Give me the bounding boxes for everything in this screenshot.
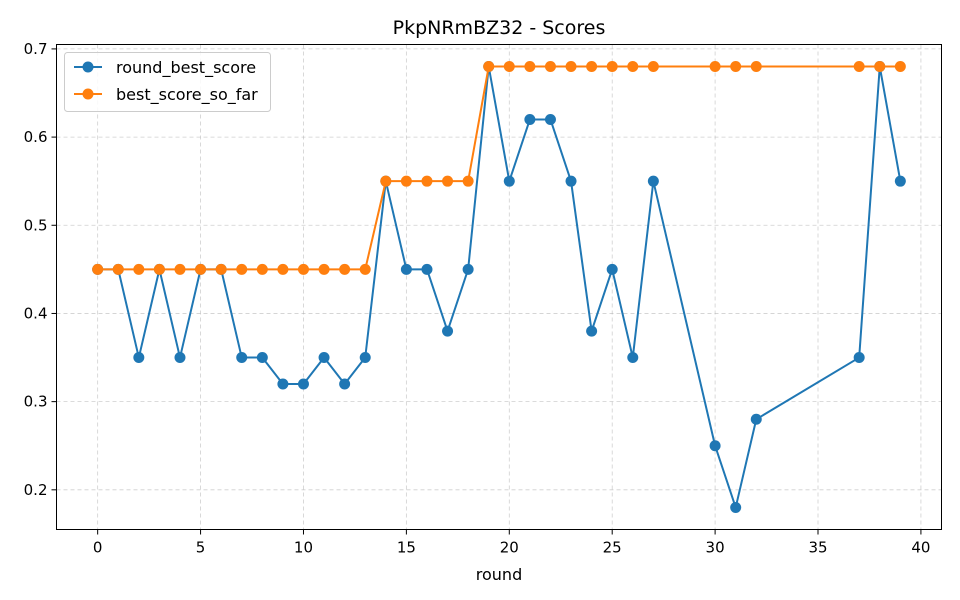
data-point-round-best-score	[544, 113, 556, 125]
grid	[56, 44, 942, 530]
data-point-best-score-so-far	[112, 263, 124, 275]
data-point-best-score-so-far	[421, 175, 433, 187]
x-tick-label: 10	[294, 539, 313, 557]
data-point-best-score-so-far	[503, 61, 515, 73]
data-point-round-best-score	[277, 378, 289, 390]
data-point-best-score-so-far	[483, 61, 495, 73]
y-axis: 0.2 0.3 0.4 0.5 0.6 0.7	[24, 40, 57, 499]
data-point-round-best-score	[297, 378, 309, 390]
data-point-best-score-so-far	[215, 263, 227, 275]
data-point-best-score-so-far	[442, 175, 454, 187]
data-point-best-score-so-far	[236, 263, 248, 275]
x-tick-label: 35	[808, 539, 827, 557]
data-point-round-best-score	[318, 352, 330, 364]
data-point-best-score-so-far	[359, 263, 371, 275]
data-point-round-best-score	[565, 175, 577, 187]
data-point-best-score-so-far	[195, 263, 207, 275]
y-tick-label: 0.5	[24, 216, 48, 234]
series-round-best-score	[92, 61, 906, 513]
legend-label-best-score-so-far: best_score_so_far	[116, 85, 258, 105]
data-point-round-best-score	[359, 352, 371, 364]
data-point-round-best-score	[339, 378, 351, 390]
x-tick-label: 30	[706, 539, 725, 557]
data-point-round-best-score	[174, 352, 186, 364]
data-point-best-score-so-far	[92, 263, 104, 275]
x-axis: 0 5 10 15 20 25 30 35 40	[93, 529, 930, 557]
y-tick-label: 0.7	[24, 40, 48, 58]
data-point-round-best-score	[256, 352, 268, 364]
data-point-best-score-so-far	[339, 263, 351, 275]
y-tick-label: 0.3	[24, 393, 48, 411]
data-point-best-score-so-far	[894, 61, 906, 73]
data-point-round-best-score	[442, 325, 454, 337]
chart-title: PkpNRmBZ32 - Scores	[393, 17, 606, 39]
legend-box	[64, 52, 271, 112]
data-point-round-best-score	[586, 325, 598, 337]
data-point-round-best-score	[503, 175, 515, 187]
data-point-round-best-score	[709, 440, 721, 452]
data-point-best-score-so-far	[256, 263, 268, 275]
data-point-best-score-so-far	[606, 61, 618, 73]
x-tick-label: 0	[93, 539, 103, 557]
x-tick-label: 15	[397, 539, 416, 557]
y-tick-label: 0.2	[24, 481, 48, 499]
series-best-score-so-far	[92, 61, 906, 275]
data-point-best-score-so-far	[380, 175, 392, 187]
data-point-best-score-so-far	[544, 61, 556, 73]
data-point-best-score-so-far	[174, 263, 186, 275]
data-point-best-score-so-far	[462, 175, 474, 187]
data-point-round-best-score	[236, 352, 248, 364]
data-point-round-best-score	[524, 113, 536, 125]
plot-frame	[56, 44, 942, 530]
legend-marker-round-best-score	[82, 61, 94, 73]
data-point-best-score-so-far	[586, 61, 598, 73]
x-tick-label: 5	[196, 539, 206, 557]
x-axis-title: round	[476, 565, 522, 584]
series-line-best-score-so-far	[97, 65, 901, 271]
data-point-round-best-score	[400, 263, 412, 275]
data-point-best-score-so-far	[153, 263, 165, 275]
data-point-best-score-so-far	[133, 263, 145, 275]
legend-label-round-best-score: round_best_score	[116, 58, 256, 78]
data-point-round-best-score	[853, 352, 865, 364]
data-point-round-best-score	[606, 263, 618, 275]
data-point-round-best-score	[421, 263, 433, 275]
data-point-round-best-score	[894, 175, 906, 187]
y-tick-label: 0.6	[24, 128, 48, 146]
x-tick-label: 25	[603, 539, 622, 557]
data-point-best-score-so-far	[627, 61, 639, 73]
data-point-best-score-so-far	[565, 61, 577, 73]
data-point-best-score-so-far	[318, 263, 330, 275]
data-point-best-score-so-far	[297, 263, 309, 275]
x-tick-label: 20	[500, 539, 519, 557]
y-tick-label: 0.4	[24, 304, 48, 322]
data-point-round-best-score	[133, 352, 145, 364]
data-point-best-score-so-far	[730, 61, 742, 73]
data-point-best-score-so-far	[750, 61, 762, 73]
data-point-best-score-so-far	[853, 61, 865, 73]
data-point-round-best-score	[462, 263, 474, 275]
data-point-best-score-so-far	[709, 61, 721, 73]
data-point-round-best-score	[730, 501, 742, 513]
x-tick-label: 40	[911, 539, 930, 557]
data-point-best-score-so-far	[647, 61, 659, 73]
legend-marker-best-score-so-far	[82, 88, 94, 100]
legend: round_best_score best_score_so_far	[64, 52, 271, 112]
series-layer	[92, 61, 906, 513]
data-point-round-best-score	[627, 352, 639, 364]
data-point-round-best-score	[750, 413, 762, 425]
data-point-best-score-so-far	[874, 61, 886, 73]
data-point-best-score-so-far	[400, 175, 412, 187]
data-point-best-score-so-far	[277, 263, 289, 275]
data-point-round-best-score	[647, 175, 659, 187]
series-line-round-best-score	[97, 65, 902, 509]
data-point-best-score-so-far	[524, 61, 536, 73]
